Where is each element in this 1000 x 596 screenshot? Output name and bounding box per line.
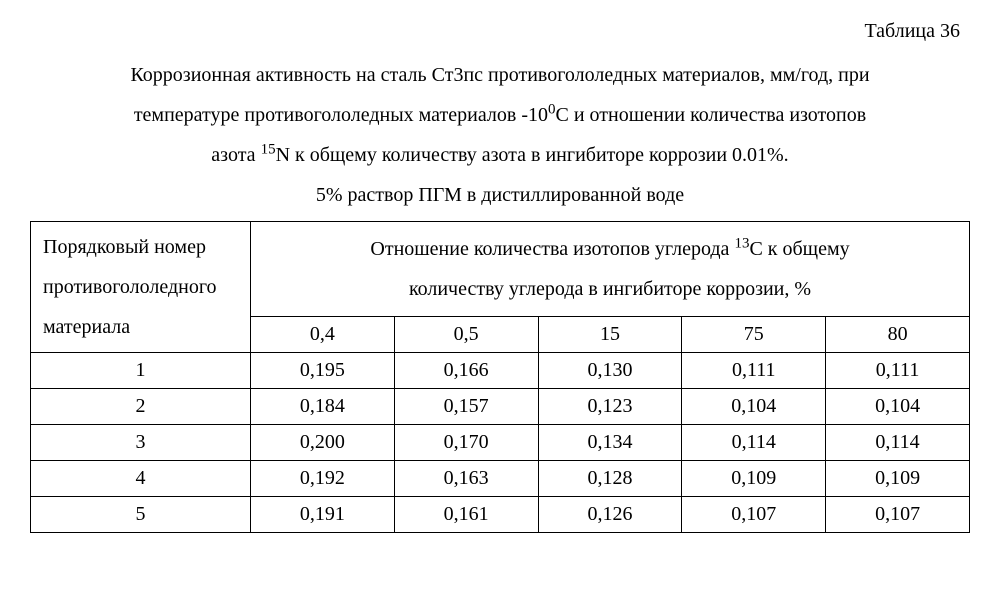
data-cell: 0,163 — [394, 461, 538, 497]
row-index-cell: 4 — [31, 461, 251, 497]
data-cell: 0,109 — [682, 461, 826, 497]
row-header-line-1: Порядковый номер — [43, 236, 206, 258]
table-number-label: Таблица 36 — [30, 20, 970, 43]
data-cell: 0,128 — [538, 461, 682, 497]
caption-line-3b: N к общему количеству азота в ингибиторе… — [276, 144, 789, 166]
caption-line-2b: С и отношении количества изотопов — [555, 104, 866, 126]
row-index-cell: 2 — [31, 389, 251, 425]
caption-line-3a: азота — [211, 144, 260, 166]
data-cell: 0,184 — [251, 389, 395, 425]
row-index-cell: 5 — [31, 497, 251, 533]
data-cell: 0,107 — [826, 497, 970, 533]
table-row: 1 0,195 0,166 0,130 0,111 0,111 — [31, 353, 970, 389]
table-row: 2 0,184 0,157 0,123 0,104 0,104 — [31, 389, 970, 425]
column-header: 75 — [682, 317, 826, 353]
isotope-c-superscript: 13 — [734, 236, 749, 252]
span-header-line-2: количеству углерода в ингибиторе коррози… — [409, 278, 811, 300]
data-cell: 0,170 — [394, 425, 538, 461]
caption-line-4: 5% раствор ПГМ в дистиллированной воде — [316, 184, 684, 206]
data-cell: 0,109 — [826, 461, 970, 497]
data-cell: 0,161 — [394, 497, 538, 533]
data-cell: 0,114 — [682, 425, 826, 461]
data-cell: 0,111 — [826, 353, 970, 389]
corrosion-data-table: Порядковый номер противогололедного мате… — [30, 221, 970, 533]
data-cell: 0,130 — [538, 353, 682, 389]
row-header-line-3: материала — [43, 316, 130, 338]
row-header-line-2: противогололедного — [43, 276, 217, 298]
data-cell: 0,195 — [251, 353, 395, 389]
data-cell: 0,192 — [251, 461, 395, 497]
data-cell: 0,200 — [251, 425, 395, 461]
caption-line-2a: температуре противогололедных материалов… — [134, 104, 548, 126]
data-cell: 0,104 — [826, 389, 970, 425]
row-index-cell: 3 — [31, 425, 251, 461]
data-cell: 0,126 — [538, 497, 682, 533]
row-header-cell: Порядковый номер противогололедного мате… — [31, 222, 251, 353]
table-header-row-1: Порядковый номер противогололедного мате… — [31, 222, 970, 317]
caption-line-1: Коррозионная активность на сталь Ст3пс п… — [130, 64, 869, 86]
row-index-cell: 1 — [31, 353, 251, 389]
data-cell: 0,107 — [682, 497, 826, 533]
table-row: 3 0,200 0,170 0,134 0,114 0,114 — [31, 425, 970, 461]
column-header: 0,5 — [394, 317, 538, 353]
column-header: 15 — [538, 317, 682, 353]
table-row: 4 0,192 0,163 0,128 0,109 0,109 — [31, 461, 970, 497]
column-header: 80 — [826, 317, 970, 353]
data-cell: 0,111 — [682, 353, 826, 389]
column-span-header: Отношение количества изотопов углерода 1… — [251, 222, 970, 317]
data-cell: 0,166 — [394, 353, 538, 389]
span-header-a: Отношение количества изотопов углерода — [370, 238, 734, 260]
data-cell: 0,123 — [538, 389, 682, 425]
table-caption: Коррозионная активность на сталь Ст3пс п… — [30, 55, 970, 215]
data-cell: 0,191 — [251, 497, 395, 533]
data-cell: 0,134 — [538, 425, 682, 461]
data-cell: 0,104 — [682, 389, 826, 425]
isotope-n-superscript: 15 — [261, 141, 276, 157]
data-cell: 0,114 — [826, 425, 970, 461]
table-row: 5 0,191 0,161 0,126 0,107 0,107 — [31, 497, 970, 533]
column-header: 0,4 — [251, 317, 395, 353]
data-cell: 0,157 — [394, 389, 538, 425]
span-header-b: С к общему — [749, 238, 849, 260]
